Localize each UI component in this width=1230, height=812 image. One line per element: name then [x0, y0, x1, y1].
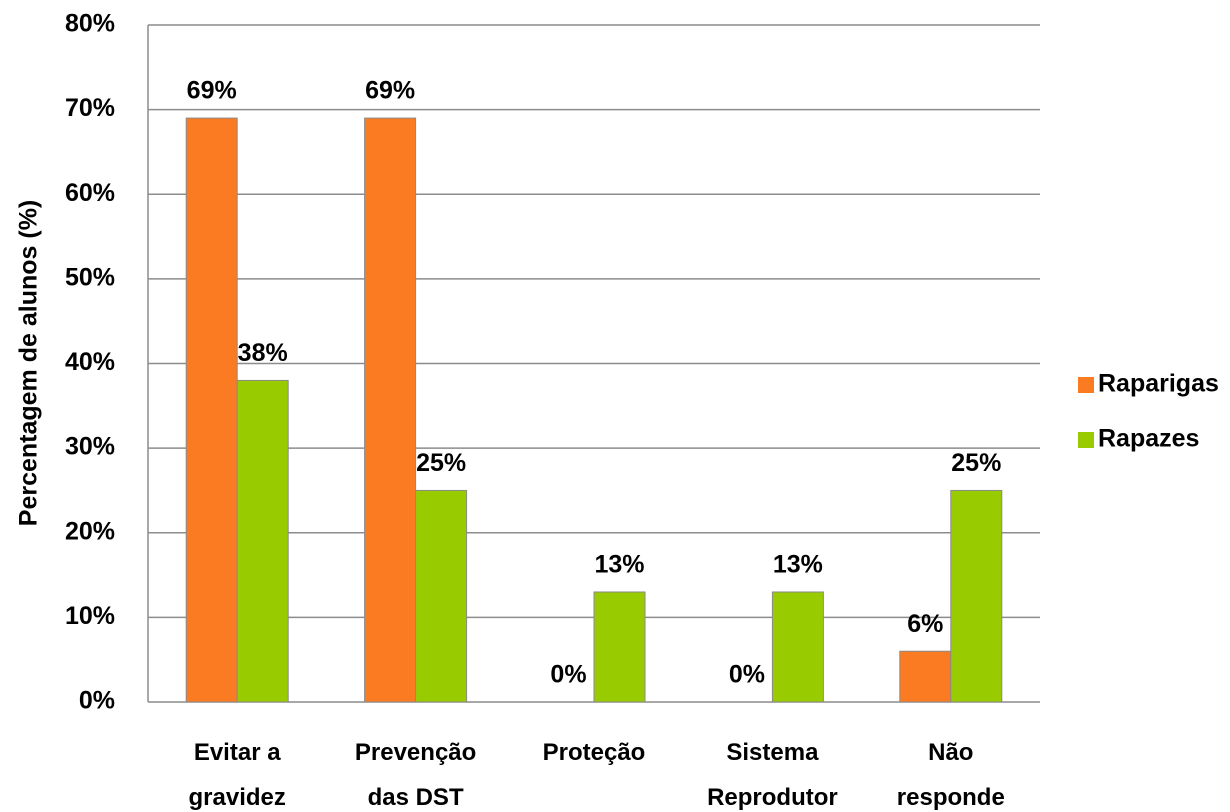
bar: [771, 591, 824, 703]
data-label: 6%: [907, 610, 943, 638]
y-tick-label: 0%: [79, 687, 115, 715]
y-axis-label: Percentagem de alunos (%): [15, 200, 43, 526]
data-label: 13%: [773, 551, 823, 579]
data-label: 0%: [729, 661, 765, 689]
legend-label: Raparigas: [1098, 370, 1219, 398]
legend-swatch: [1078, 377, 1094, 393]
data-label: 25%: [416, 449, 466, 477]
y-tick-label: 30%: [65, 433, 115, 461]
data-label: 13%: [594, 551, 644, 579]
data-label: 38%: [238, 339, 288, 367]
y-tick-label: 80%: [65, 10, 115, 38]
y-tick-label: 70%: [65, 94, 115, 122]
bar: [364, 117, 417, 703]
bar: [950, 489, 1003, 703]
x-tick-label: Proteção: [542, 739, 646, 766]
y-tick-label: 50%: [65, 263, 115, 291]
x-tick-label: Evitar a gravidez: [188, 739, 286, 811]
x-tick-label: Sistema Reprodutor: [707, 739, 838, 811]
x-tick-label: Não responde: [896, 739, 1005, 811]
bar: [236, 379, 289, 703]
x-tick-label: Prevenção das DST: [354, 739, 477, 811]
legend-label: Rapazes: [1098, 425, 1199, 453]
data-label: 69%: [365, 77, 415, 105]
y-tick-label: 40%: [65, 348, 115, 376]
bar: [185, 117, 238, 703]
data-label: 25%: [951, 449, 1001, 477]
data-label: 69%: [187, 77, 237, 105]
bar: [593, 591, 646, 703]
data-label: 0%: [550, 661, 586, 689]
y-tick-label: 10%: [65, 602, 115, 630]
bar: [415, 489, 468, 703]
bar: [899, 650, 952, 703]
y-tick-label: 20%: [65, 517, 115, 545]
y-tick-label: 60%: [65, 179, 115, 207]
legend-swatch: [1078, 432, 1094, 448]
